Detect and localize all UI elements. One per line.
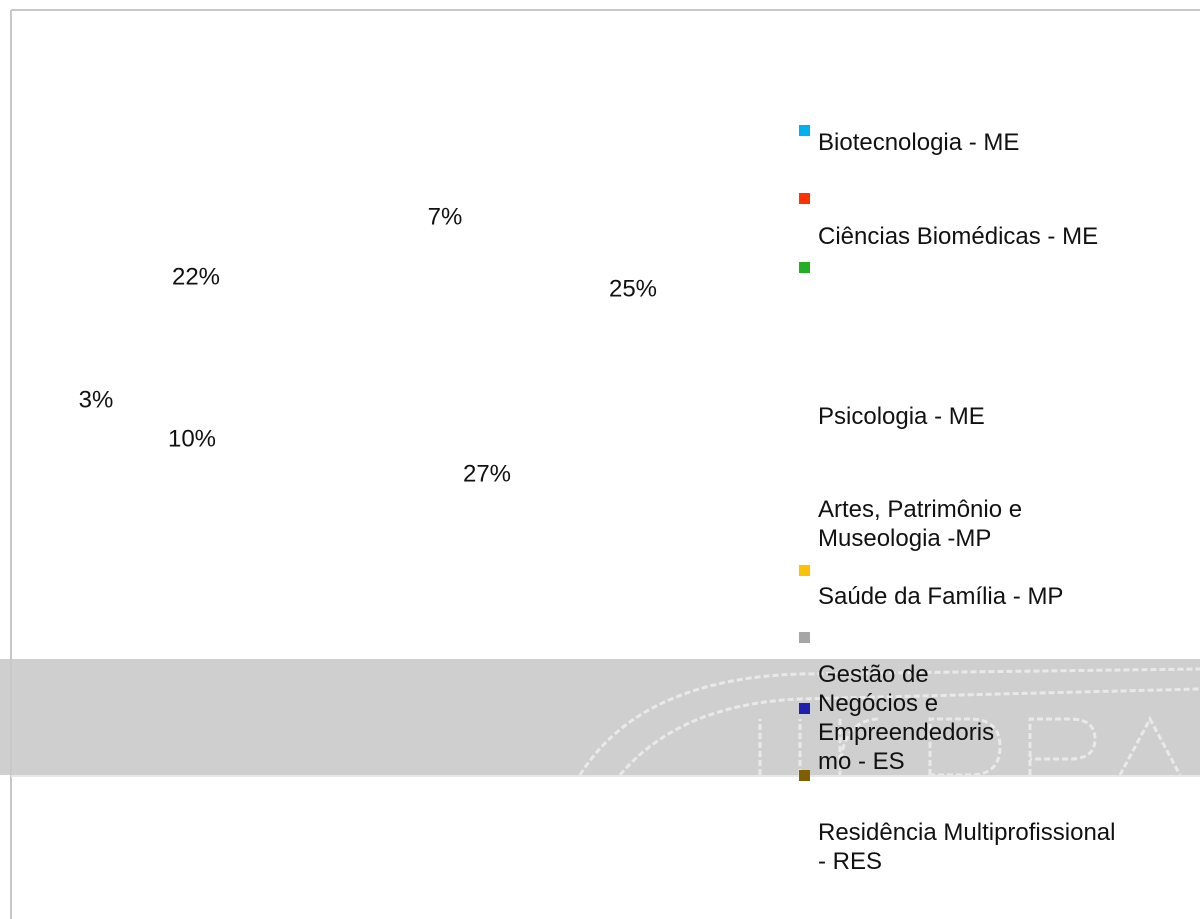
legend-label: Residência Multiprofissional - RES: [818, 819, 1116, 875]
data-label: 3%: [79, 386, 114, 413]
data-label: 10%: [168, 425, 216, 452]
data-label: 27%: [463, 460, 511, 487]
legend-label: Psicologia - ME: [818, 403, 985, 430]
pie-slice: [340, 190, 530, 462]
legend-label: Artes, Patrimônio e Museologia -MP: [818, 496, 1023, 552]
data-label: 7%: [428, 203, 463, 230]
data-label: 22%: [172, 263, 220, 290]
legend-label: Ciências Biomédicas - ME: [818, 223, 1099, 250]
legend-swatch: [799, 703, 810, 714]
pie-slice: [340, 170, 426, 360]
legend-swatch: [799, 193, 810, 204]
pie-slice: [203, 360, 500, 550]
legend-label: Gestão de Negócios e Empreendedorismo - …: [818, 661, 995, 775]
legend-swatch: [799, 125, 810, 136]
legend-swatch: [799, 770, 810, 781]
background-band: [0, 659, 1200, 775]
data-label: 25%: [609, 275, 657, 302]
legend-swatch: [799, 632, 810, 643]
watermark: [578, 667, 1200, 775]
legend-swatch: [799, 262, 810, 273]
legend-label: Biotecnologia - ME: [818, 129, 1020, 156]
legend-swatch: [799, 565, 810, 576]
legend-label: Saúde da Família - MP: [818, 583, 1064, 610]
pie-slice: [150, 341, 340, 379]
